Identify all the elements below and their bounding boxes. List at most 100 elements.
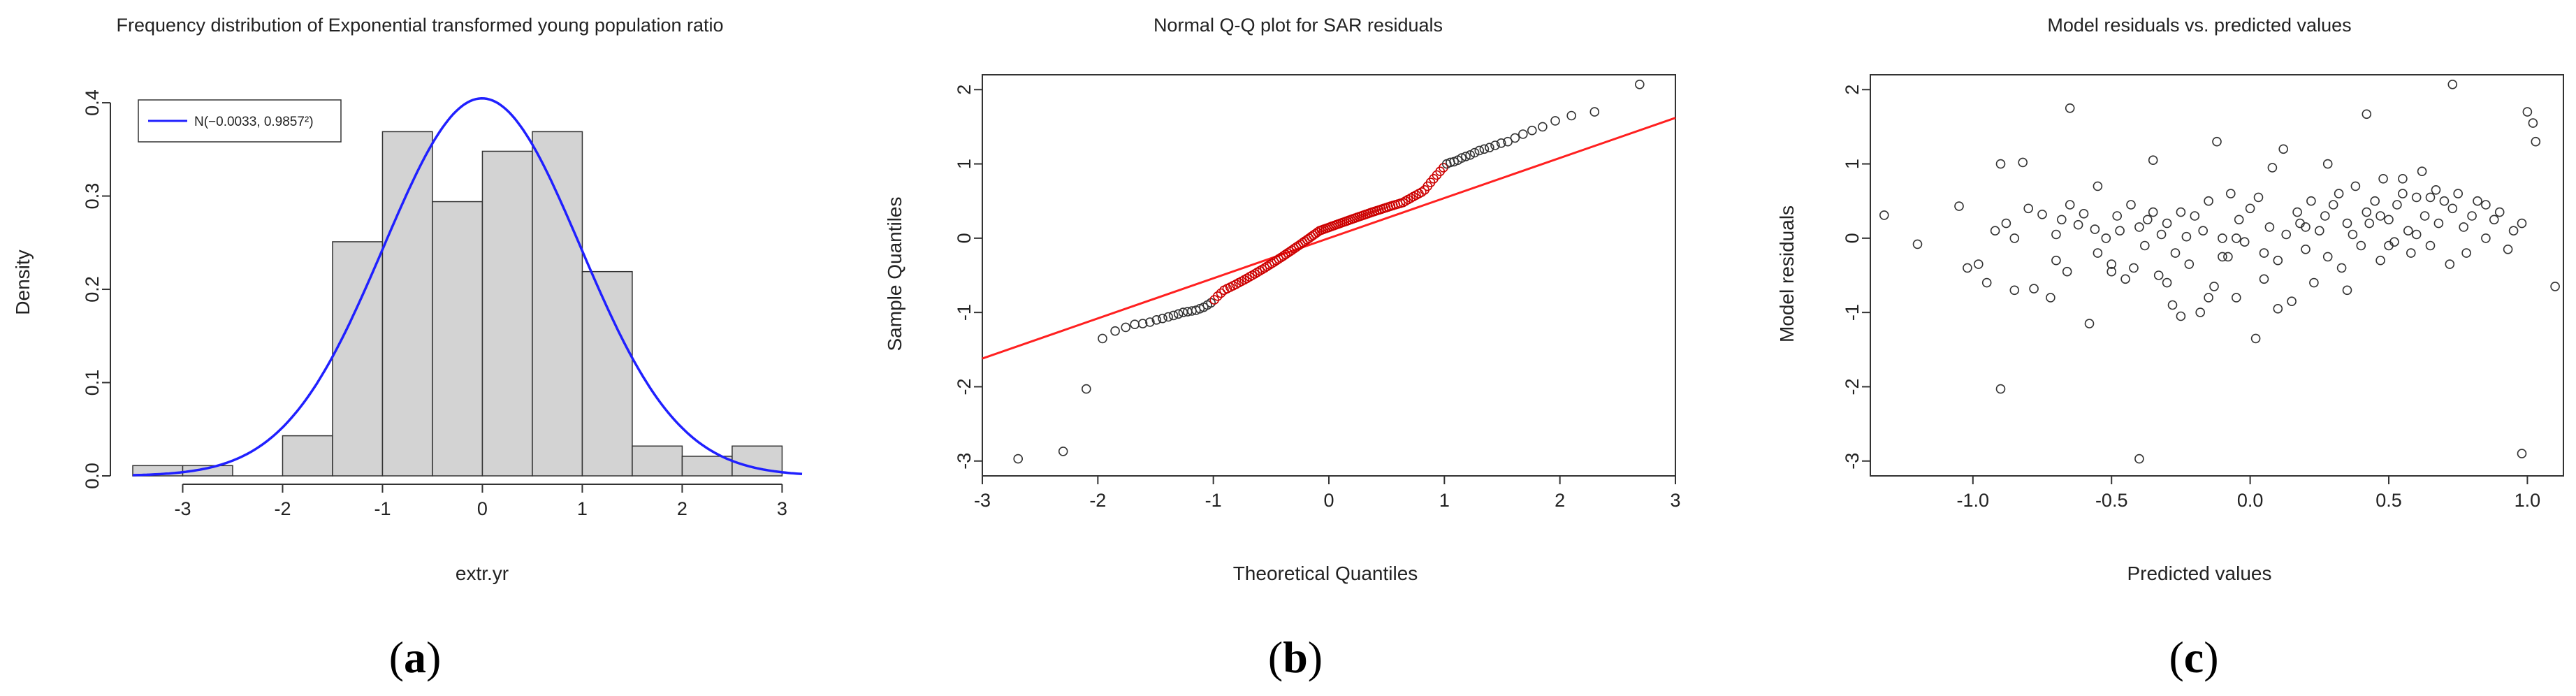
panel-b-y-tick-label: 0 bbox=[954, 233, 975, 243]
panel-c-x-tick-label: 0.0 bbox=[2237, 490, 2264, 511]
panel-c-point bbox=[2342, 285, 2352, 296]
panel-c-point bbox=[2306, 196, 2316, 206]
panel-b-point bbox=[1485, 143, 1494, 152]
panel-c-point bbox=[2467, 211, 2477, 221]
panel-b-point bbox=[1145, 317, 1155, 327]
panel-b-y-tick-label: -2 bbox=[954, 378, 975, 395]
panel-c-point bbox=[2239, 237, 2250, 247]
panel-a-bar bbox=[581, 270, 633, 477]
panel-c-point bbox=[2481, 200, 2491, 210]
panel-a-bar bbox=[681, 456, 733, 477]
panel-c-point bbox=[2120, 274, 2130, 284]
panel-b-y-tick-label: 2 bbox=[954, 85, 975, 95]
panel-b-x-tick-label: 3 bbox=[1670, 490, 1680, 511]
panel-c-point bbox=[2411, 192, 2422, 203]
panel-c-y-axis-label: Model residuals bbox=[1776, 205, 1798, 342]
panel-b-y-axis: -3 -2 -1 0 1 2 bbox=[954, 85, 983, 470]
panel-b-x-tick-label: 2 bbox=[1555, 490, 1565, 511]
panel-c-point bbox=[2292, 207, 2302, 217]
panel-c-point bbox=[2273, 303, 2283, 314]
panel-c-point bbox=[2090, 224, 2100, 234]
panel-c-point bbox=[2093, 248, 2103, 258]
panel-a-label: (a) bbox=[389, 632, 442, 682]
panel-c-point bbox=[2375, 255, 2385, 266]
panel-b-point bbox=[1496, 138, 1506, 148]
panel-c-point bbox=[2403, 226, 2413, 236]
panel-c-point bbox=[2278, 144, 2288, 154]
panel-c-residuals-plot: Model residuals vs. predicted values Mod… bbox=[1776, 15, 2564, 682]
panel-c-point bbox=[2453, 189, 2463, 198]
panel-a-y-tick-label: 0.0 bbox=[82, 463, 103, 489]
panel-c-y-tick-label: 0 bbox=[1842, 233, 1863, 243]
panel-c-point bbox=[2259, 274, 2269, 284]
panel-c-point bbox=[1954, 201, 1964, 211]
panel-c-point bbox=[2093, 181, 2103, 191]
panel-c-point bbox=[2218, 252, 2227, 262]
panel-c-point bbox=[2445, 259, 2455, 269]
panel-b-point bbox=[1550, 116, 1560, 126]
panel-c-label: (c) bbox=[2169, 632, 2218, 682]
panel-c-points bbox=[1879, 80, 2560, 464]
panel-c-point bbox=[2106, 266, 2116, 277]
panel-b-qq-plot: Normal Q-Q plot for SAR residuals Sample… bbox=[884, 15, 1681, 682]
panel-c-point bbox=[2301, 244, 2311, 254]
panel-c-point bbox=[2431, 184, 2441, 195]
panel-c-point bbox=[2009, 233, 2020, 243]
panel-a-bar bbox=[481, 150, 533, 477]
panel-c-point bbox=[2425, 192, 2436, 203]
panel-b-point bbox=[1474, 145, 1485, 156]
panel-c-point bbox=[2198, 226, 2208, 236]
panel-a-legend-label: N(−0.0033, 0.9857²) bbox=[194, 115, 314, 129]
panel-c-letter: c bbox=[2184, 632, 2204, 682]
panel-b-point bbox=[1151, 314, 1162, 325]
panel-c-point bbox=[2062, 266, 2072, 277]
panel-c-point bbox=[2267, 163, 2278, 173]
panel-c-point bbox=[2348, 229, 2358, 240]
panel-b-point bbox=[1479, 144, 1490, 154]
panel-c-point bbox=[2046, 293, 2055, 303]
panel-b-y-axis-label: Sample Quantiles bbox=[884, 196, 905, 351]
panel-c-x-tick-label: 0.5 bbox=[2375, 490, 2402, 511]
panel-b-point bbox=[1566, 110, 1576, 121]
panel-c-y-tick-label: -1 bbox=[1842, 304, 1863, 321]
panel-c-point bbox=[2481, 233, 2491, 243]
panel-c-point bbox=[2447, 203, 2458, 214]
panel-b-plot-frame bbox=[982, 74, 1676, 477]
panel-c-point bbox=[2398, 189, 2408, 198]
panel-a-bar bbox=[381, 131, 433, 477]
panel-a-bar bbox=[282, 435, 333, 477]
panel-c-point bbox=[2176, 207, 2186, 217]
panel-b-point bbox=[1013, 454, 1023, 464]
panel-c-point bbox=[2115, 226, 2125, 236]
panel-b-point bbox=[1518, 129, 1528, 139]
panel-b-point bbox=[1510, 133, 1520, 143]
panel-b-point bbox=[1130, 319, 1140, 330]
panel-c-point bbox=[1974, 259, 1984, 269]
panel-b-point bbox=[1267, 259, 1277, 268]
panel-c-point bbox=[2417, 166, 2427, 176]
panel-c-point bbox=[2212, 136, 2222, 147]
panel-c-point bbox=[2503, 244, 2513, 254]
panel-c-point bbox=[2195, 307, 2205, 317]
panel-c-point bbox=[2378, 174, 2388, 184]
panel-c-point bbox=[2459, 222, 2468, 232]
panel-c-point bbox=[2051, 229, 2061, 240]
panel-a-y-tick-label: 0.3 bbox=[82, 183, 103, 210]
panel-c-point bbox=[2517, 449, 2527, 458]
panel-c-point bbox=[2370, 196, 2380, 206]
panel-c-point bbox=[2281, 229, 2291, 240]
panel-c-point bbox=[2461, 248, 2471, 258]
panel-a-y-tick-label: 0.2 bbox=[82, 276, 103, 303]
panel-c-point bbox=[2433, 218, 2444, 229]
panel-c-point bbox=[2531, 136, 2541, 147]
panel-a-bar bbox=[632, 445, 683, 477]
panel-c-point bbox=[2411, 229, 2422, 240]
panel-c-point bbox=[2134, 222, 2144, 232]
panel-a-normal-curve bbox=[132, 96, 803, 477]
panel-c-point bbox=[2447, 80, 2458, 89]
panel-c-point bbox=[2356, 240, 2366, 251]
panel-c-point bbox=[2190, 211, 2200, 221]
panel-b-title: Normal Q-Q plot for SAR residuals bbox=[1154, 15, 1443, 36]
panel-b-point bbox=[1461, 152, 1471, 161]
panel-c-point bbox=[2148, 155, 2158, 165]
